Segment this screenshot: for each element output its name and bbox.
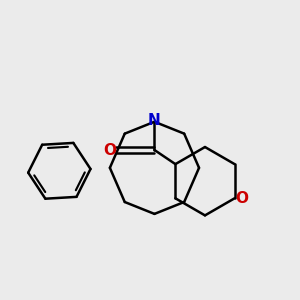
Text: O: O <box>103 142 116 158</box>
Text: O: O <box>236 191 248 206</box>
Text: N: N <box>148 113 161 128</box>
